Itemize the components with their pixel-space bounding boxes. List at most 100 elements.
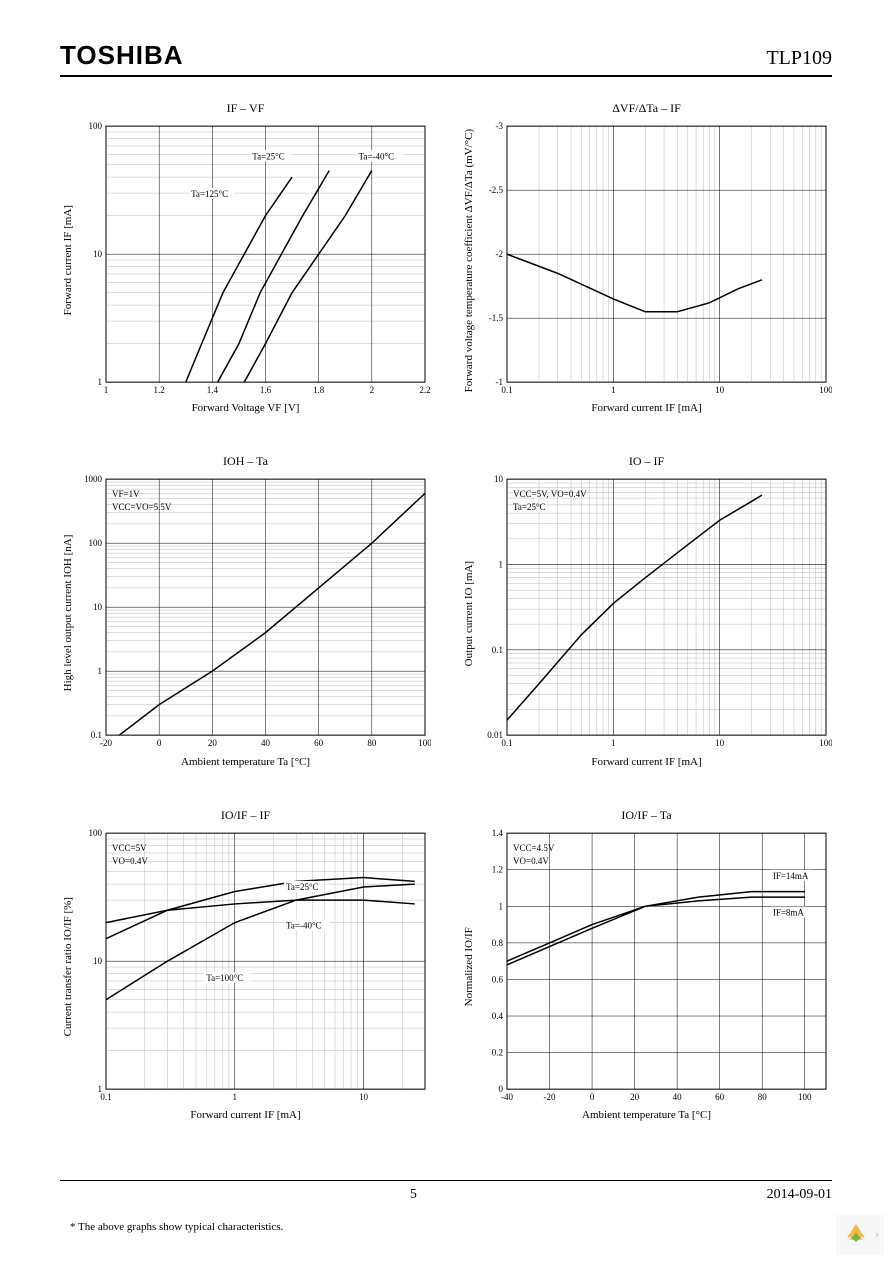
svg-text:1.2: 1.2 [154, 385, 165, 395]
svg-text:VO=0.4V: VO=0.4V [513, 856, 549, 866]
chart-title: IO/IF – Ta [621, 808, 671, 823]
svg-text:10: 10 [93, 602, 103, 612]
svg-text:1.6: 1.6 [260, 385, 272, 395]
svg-text:1.2: 1.2 [492, 864, 503, 874]
part-number: TLP109 [766, 47, 832, 70]
svg-text:0.1: 0.1 [501, 385, 512, 395]
plot-area: 0.11101000.010.1110VCC=5V, VO=0.4VTa=25°… [477, 473, 832, 753]
svg-text:1: 1 [104, 385, 109, 395]
svg-text:80: 80 [367, 738, 377, 748]
chart-title: IF – VF [227, 101, 265, 116]
svg-text:0.1: 0.1 [492, 645, 503, 655]
svg-text:80: 80 [758, 1092, 768, 1102]
svg-text:0: 0 [590, 1092, 595, 1102]
svg-text:1: 1 [98, 666, 103, 676]
svg-text:10: 10 [715, 738, 725, 748]
plot-area: -200204060801000.11101001000VF=1VVCC=VO=… [76, 473, 431, 753]
svg-text:1.4: 1.4 [492, 828, 504, 838]
svg-text:0.4: 0.4 [492, 1011, 504, 1021]
svg-text:10: 10 [715, 385, 725, 395]
toshiba-logo: TOSHIBA [60, 40, 184, 71]
svg-text:2: 2 [370, 385, 375, 395]
svg-text:0.1: 0.1 [91, 730, 102, 740]
svg-text:1: 1 [233, 1092, 238, 1102]
svg-text:100: 100 [798, 1092, 812, 1102]
svg-text:-1: -1 [496, 377, 504, 387]
chart-dvf-dta-if: ΔVF/ΔTa – IF Forward voltage temperature… [461, 101, 832, 414]
svg-text:10: 10 [93, 249, 103, 259]
svg-text:VCC=5V, VO=0.4V: VCC=5V, VO=0.4V [513, 489, 587, 499]
svg-text:40: 40 [673, 1092, 683, 1102]
page-footer: 5 2014-09-01 [60, 1180, 832, 1203]
plot-area: 11.21.41.61.822.2110100Ta=25°CTa=-40°CTa… [76, 120, 431, 400]
svg-text:Ta=100°C: Ta=100°C [206, 973, 243, 983]
svg-text:0.2: 0.2 [492, 1047, 503, 1057]
svg-text:100: 100 [418, 738, 431, 748]
x-axis-label: Forward current IF [mA] [591, 756, 701, 768]
plot-area: 0.1110110100VCC=5VVO=0.4VTa=25°CTa=-40°C… [76, 827, 431, 1107]
plot-area: -40-2002040608010000.20.40.60.811.21.4VC… [477, 827, 832, 1107]
chevron-right-icon: › [875, 1227, 880, 1243]
y-axis-label: Current transfer ratio IO/IF [%] [60, 827, 76, 1107]
svg-text:0.8: 0.8 [492, 938, 504, 948]
plot-area: 0.1110100-3-2.5-2-1.5-1 [477, 120, 832, 400]
svg-text:0.01: 0.01 [487, 730, 503, 740]
svg-text:1: 1 [499, 901, 504, 911]
x-axis-label: Forward current IF [mA] [591, 402, 701, 414]
svg-text:0.6: 0.6 [492, 974, 504, 984]
page-number: 5 [410, 1187, 417, 1203]
svg-text:-1.5: -1.5 [489, 313, 504, 323]
svg-text:Ta=25°C: Ta=25°C [286, 882, 319, 892]
chart-ioif-if: IO/IF – IF Current transfer ratio IO/IF … [60, 808, 431, 1121]
svg-text:-2.5: -2.5 [489, 185, 504, 195]
svg-text:0: 0 [157, 738, 162, 748]
svg-text:1: 1 [98, 377, 103, 387]
x-axis-label: Ambient temperature Ta [°C] [582, 1109, 711, 1121]
svg-text:20: 20 [630, 1092, 640, 1102]
svg-text:100: 100 [89, 538, 103, 548]
svg-text:Ta=25°C: Ta=25°C [252, 151, 285, 161]
svg-text:10: 10 [494, 474, 504, 484]
y-axis-label: Forward voltage temperature coefficient … [461, 120, 477, 400]
svg-text:20: 20 [208, 738, 218, 748]
x-axis-label: Ambient temperature Ta [°C] [181, 756, 310, 768]
svg-text:60: 60 [715, 1092, 725, 1102]
y-axis-label: Output current IO [mA] [461, 473, 477, 753]
svg-text:VCC=5V: VCC=5V [112, 843, 147, 853]
svg-text:40: 40 [261, 738, 271, 748]
svg-text:-20: -20 [544, 1092, 556, 1102]
page-header: TOSHIBA TLP109 [60, 40, 832, 77]
svg-text:Ta=25°C: Ta=25°C [513, 502, 546, 512]
svg-text:-3: -3 [496, 121, 504, 131]
svg-text:1: 1 [98, 1084, 103, 1094]
svg-text:-2: -2 [496, 249, 504, 259]
charts-grid: IF – VF Forward current IF [mA] 1 1.2 1.4 1… [60, 101, 832, 1121]
svg-text:1000: 1000 [84, 474, 103, 484]
svg-text:IF=8mA: IF=8mA [773, 907, 805, 917]
corner-nav-icon[interactable]: › [836, 1215, 884, 1255]
footnote: * The above graphs show typical characte… [70, 1221, 283, 1233]
y-axis-label: Normalized IO/IF [461, 827, 477, 1107]
chart-io-if: IO – IF Output current IO [mA] 0.1110100… [461, 454, 832, 767]
svg-text:2.2: 2.2 [419, 385, 430, 395]
svg-text:0: 0 [499, 1084, 504, 1094]
svg-text:10: 10 [93, 956, 103, 966]
svg-text:10: 10 [359, 1092, 369, 1102]
svg-text:60: 60 [314, 738, 324, 748]
y-axis-label: Forward current IF [mA] [60, 120, 76, 400]
chart-title: IOH – Ta [223, 454, 268, 469]
page-date: 2014-09-01 [767, 1187, 832, 1203]
svg-text:VCC=VO=5.5V: VCC=VO=5.5V [112, 502, 172, 512]
chart-if-vf: IF – VF Forward current IF [mA] 11.21.41… [60, 101, 431, 414]
svg-text:1: 1 [611, 385, 616, 395]
chart-title: IO/IF – IF [221, 808, 270, 823]
svg-text:Ta=125°C: Ta=125°C [191, 189, 228, 199]
svg-text:Ta=-40°C: Ta=-40°C [286, 920, 322, 930]
svg-text:0.1: 0.1 [501, 738, 512, 748]
svg-text:100: 100 [819, 738, 832, 748]
chart-title: IO – IF [629, 454, 664, 469]
svg-text:Ta=-40°C: Ta=-40°C [359, 151, 395, 161]
svg-text:IF=14mA: IF=14mA [773, 871, 809, 881]
svg-text:100: 100 [89, 121, 103, 131]
svg-text:VCC=4.5V: VCC=4.5V [513, 843, 555, 853]
